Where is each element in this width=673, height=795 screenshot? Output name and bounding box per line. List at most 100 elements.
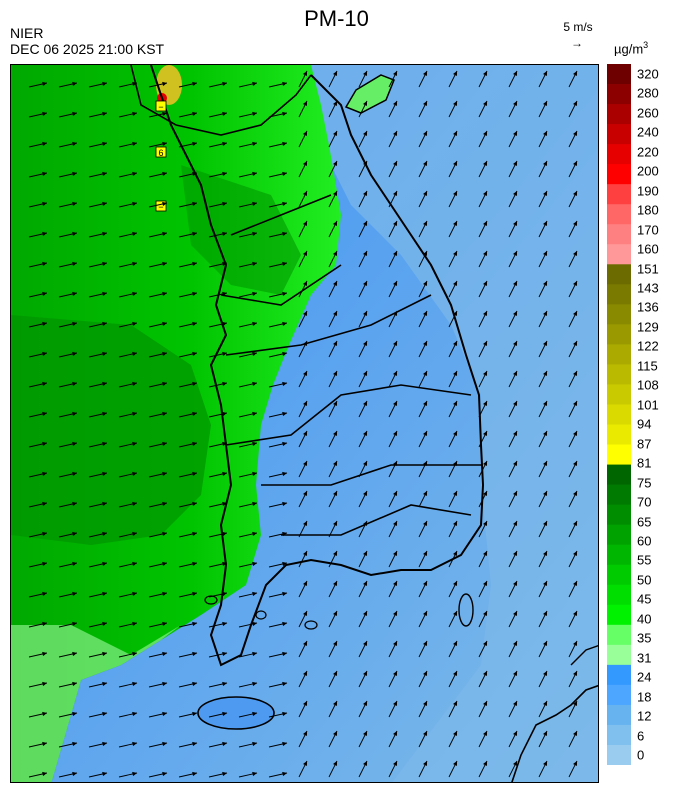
colorbar-label: 40 — [637, 611, 652, 627]
wind-vector-head — [573, 491, 577, 496]
wind-vector-head — [222, 141, 227, 147]
wind-vector-head — [42, 291, 47, 297]
wind-vector-head — [543, 341, 547, 346]
wind-vector-head — [483, 491, 487, 496]
colorbar-swatch — [607, 464, 631, 486]
colorbar-label: 280 — [637, 85, 659, 101]
wind-vector-head — [453, 131, 457, 136]
station-marker: 6 — [155, 146, 167, 158]
wind-vector-head — [102, 351, 107, 357]
wind-vector-head — [102, 81, 107, 87]
wind-vector-head — [303, 731, 307, 736]
wind-vector-head — [363, 191, 367, 196]
wind-vector-head — [162, 741, 167, 747]
colorbar-label: 55 — [637, 552, 652, 568]
wind-vector-head — [102, 291, 107, 297]
wind-vector-head — [393, 641, 397, 646]
wind-vector-head — [333, 761, 337, 766]
wind-vector-head — [363, 131, 367, 136]
wind-vector-head — [72, 471, 77, 477]
wind-vector-head — [102, 651, 107, 657]
wind-vector-head — [42, 711, 47, 717]
wind-vector-head — [222, 321, 227, 327]
wind-vector-head — [162, 171, 167, 177]
wind-vector-head — [282, 441, 287, 447]
wind-vector-head — [333, 611, 337, 616]
colorbar-label: 75 — [637, 475, 652, 491]
colorbar-label: 122 — [637, 338, 659, 354]
wind-vector-head — [252, 651, 257, 657]
wind-vector-head — [573, 581, 577, 586]
wind-vector-head — [222, 711, 227, 717]
wind-vector-head — [513, 491, 517, 496]
wind-vector-head — [282, 621, 287, 627]
wind-vector-head — [363, 341, 367, 346]
colorbar-label: 240 — [637, 124, 659, 140]
colorbar-label: 136 — [637, 299, 659, 315]
wind-vector-head — [363, 701, 367, 706]
colorbar-label: 50 — [637, 572, 652, 588]
colorbar-swatch — [607, 444, 631, 466]
wind-vector-head — [423, 131, 427, 136]
wind-vector-head — [222, 591, 227, 597]
wind-vector-head — [453, 101, 457, 106]
wind-vector-head — [543, 311, 547, 316]
wind-vector-head — [132, 471, 137, 477]
wind-vector-head — [132, 201, 137, 207]
wind-vector-head — [303, 521, 307, 526]
wind-vector-head — [222, 201, 227, 207]
wind-vector-head — [483, 581, 487, 586]
wind-vector-head — [162, 531, 167, 537]
wind-vector-head — [282, 291, 287, 297]
island — [304, 620, 318, 630]
colorbar-label: 320 — [637, 66, 659, 82]
wind-vector-head — [72, 681, 77, 687]
wind-vector-head — [453, 641, 457, 646]
wind-vector-head — [573, 131, 577, 136]
wind-vector-head — [72, 291, 77, 297]
wind-vector-head — [573, 521, 577, 526]
wind-vector-head — [72, 531, 77, 537]
wind-vector-head — [513, 701, 517, 706]
wind-vector-head — [483, 161, 487, 166]
dark-green-patch — [181, 165, 301, 295]
dark-green-band — [11, 315, 211, 545]
wind-vector-head — [573, 761, 577, 766]
wind-vector-head — [393, 371, 397, 376]
colorbar-swatch — [607, 344, 631, 365]
wind-vector-head — [303, 281, 307, 286]
wind-vector-head — [192, 261, 197, 267]
wind-vector-head — [252, 501, 257, 507]
wind-vector-head — [303, 581, 307, 586]
wind-vector-head — [573, 461, 577, 466]
wind-vector-head — [573, 311, 577, 316]
wind-vector-head — [393, 611, 397, 616]
wind-vector-head — [132, 231, 137, 237]
wind-vector-head — [42, 441, 47, 447]
wind-vector-head — [162, 201, 167, 207]
wind-vector-head — [363, 311, 367, 316]
wind-vector-head — [513, 521, 517, 526]
colorbar-swatch — [607, 324, 631, 345]
svg-text:−: − — [158, 102, 163, 112]
wind-vector-head — [222, 471, 227, 477]
wind-vector-head — [132, 321, 137, 327]
colorbar-swatch — [607, 284, 631, 305]
wind-vector-head — [282, 351, 287, 357]
wind-vector-head — [543, 671, 547, 676]
wind-vector-head — [72, 741, 77, 747]
wind-vector-head — [483, 521, 487, 526]
wind-vector-head — [192, 531, 197, 537]
station-marker: − — [155, 100, 167, 112]
colorbar-swatch — [607, 564, 631, 586]
wind-vector-head — [132, 441, 137, 447]
colorbar-label: 60 — [637, 533, 652, 549]
wind-vector-head — [102, 471, 107, 477]
colorbar-swatch — [607, 704, 631, 726]
wind-vector-head — [543, 431, 547, 436]
wind-vector-head — [282, 411, 287, 417]
wind-vector-head — [222, 381, 227, 387]
wind-vector-head — [483, 701, 487, 706]
wind-vector-head — [222, 291, 227, 297]
wind-vector-head — [363, 161, 367, 166]
